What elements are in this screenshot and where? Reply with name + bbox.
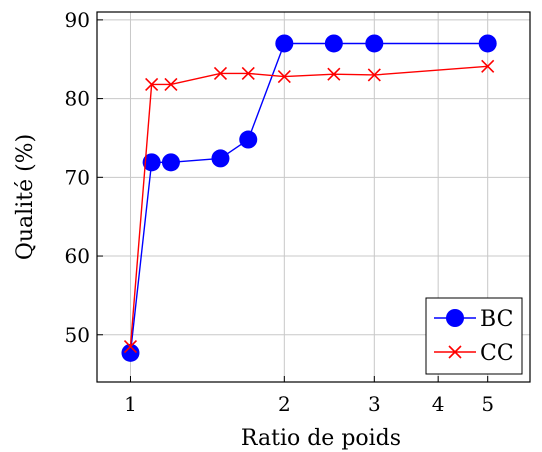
y-tick-label: 70 (65, 165, 90, 189)
data-point-cc (241, 66, 255, 80)
data-point-bc (239, 130, 258, 149)
legend-box (425, 297, 523, 375)
axis-ticks: 1 2 3 4 5 50 60 70 80 90 (65, 8, 495, 416)
data-point-bc (121, 343, 140, 362)
x-axis-label: Ratio de poids (241, 426, 401, 451)
legend-marker-bc (446, 309, 464, 327)
plot-frame (96, 11, 531, 383)
data-point-bc (365, 34, 384, 53)
data-point-cc (164, 77, 178, 91)
x-tick-label: 4 (432, 392, 445, 416)
data-point-bc (275, 34, 294, 53)
legend-marker-cc (448, 345, 462, 359)
x-tick-label: 3 (368, 392, 381, 416)
data-point-cc (481, 59, 495, 73)
data-point-bc (324, 34, 343, 53)
data-point-cc (213, 66, 228, 80)
x-tick-label: 1 (124, 392, 137, 416)
data-point-cc (145, 77, 159, 91)
y-tick-label: 90 (65, 8, 90, 32)
series-layer (121, 34, 497, 362)
data-point-cc (123, 340, 138, 354)
legend-label-cc: CC (480, 341, 514, 366)
y-tick-label: 50 (65, 323, 90, 347)
grid (97, 12, 530, 382)
y-tick-label: 60 (65, 244, 90, 268)
data-point-bc (211, 149, 230, 168)
data-point-cc (367, 68, 381, 82)
data-point-bc (142, 153, 161, 172)
data-point-bc (161, 153, 180, 172)
y-tick-label: 80 (65, 87, 90, 111)
legend-label-bc: BC (480, 307, 513, 332)
legend: BC CC (425, 297, 523, 375)
data-point-cc (327, 67, 341, 81)
y-axis-label: Qualité (%) (13, 134, 38, 260)
x-tick-label: 2 (278, 392, 291, 416)
data-point-cc (277, 69, 291, 84)
x-tick-label: 5 (481, 392, 494, 416)
data-point-bc (478, 34, 497, 53)
